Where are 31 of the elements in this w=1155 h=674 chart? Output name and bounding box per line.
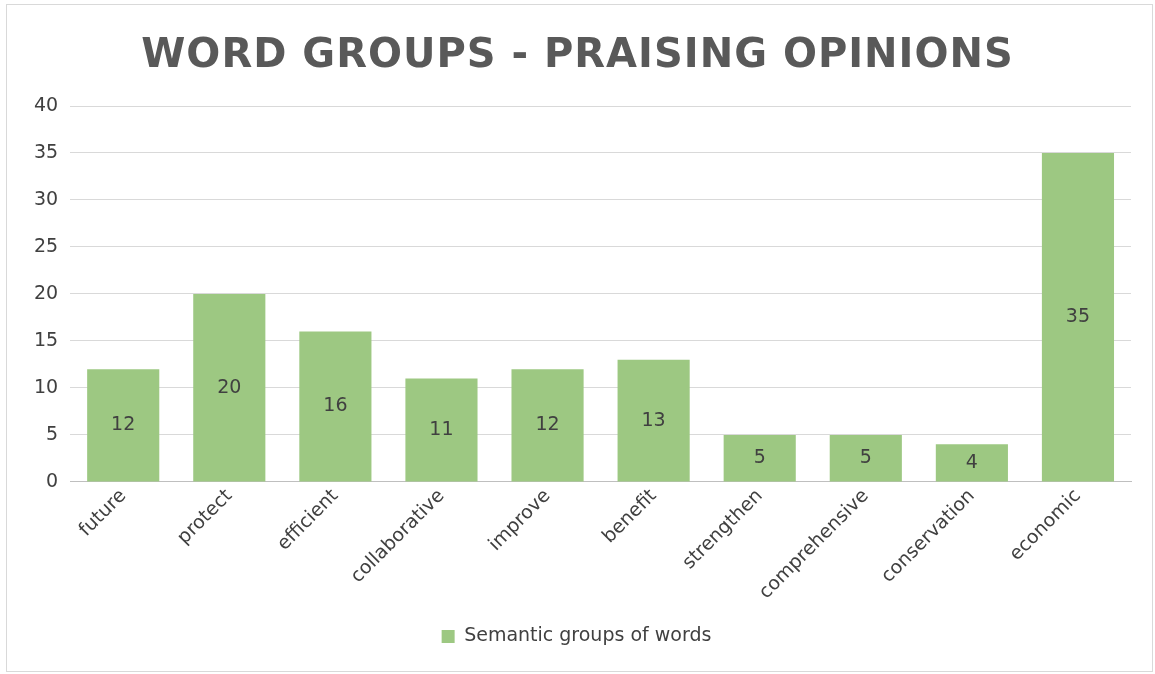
data-label: 5 xyxy=(753,445,766,468)
y-tick-label: 30 xyxy=(33,186,59,209)
data-label: 5 xyxy=(859,445,872,468)
bar xyxy=(87,369,160,482)
data-label: 11 xyxy=(429,416,454,439)
bar xyxy=(193,293,266,482)
y-tick-label: 35 xyxy=(33,139,59,162)
legend-label: Semantic groups of words xyxy=(464,623,712,646)
bar xyxy=(405,378,478,482)
chart-title: WORD GROUPS - PRAISING OPINIONS xyxy=(140,30,1015,76)
bar xyxy=(723,434,796,482)
bar xyxy=(511,369,584,482)
data-label: 16 xyxy=(323,393,348,416)
y-tick-label: 15 xyxy=(33,327,59,350)
bar xyxy=(935,444,1008,482)
data-label: 13 xyxy=(641,407,666,430)
y-tick-label: 0 xyxy=(46,468,59,491)
data-label: 12 xyxy=(111,412,136,435)
bar xyxy=(829,434,902,482)
y-tick-label: 20 xyxy=(33,280,59,303)
y-tick-label: 40 xyxy=(33,92,59,115)
data-label: 12 xyxy=(535,412,560,435)
y-tick-label: 10 xyxy=(33,374,59,397)
bar xyxy=(299,331,372,482)
data-label: 20 xyxy=(217,374,242,397)
y-tick-label: 25 xyxy=(33,233,59,256)
y-tick-label: 5 xyxy=(46,421,59,444)
bar xyxy=(1041,152,1115,482)
bar xyxy=(617,359,690,482)
data-label: 4 xyxy=(965,449,978,472)
data-label: 35 xyxy=(1065,304,1091,327)
